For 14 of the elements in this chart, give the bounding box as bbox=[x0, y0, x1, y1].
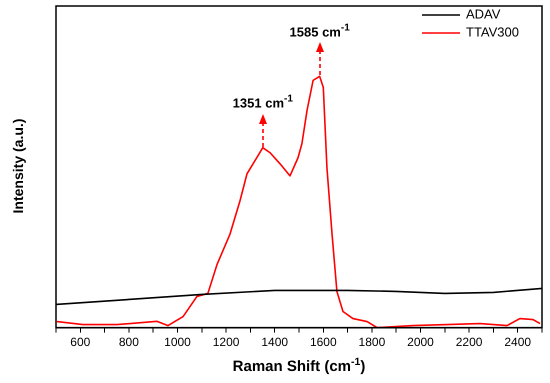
x-tick-label: 2200 bbox=[456, 335, 483, 350]
y-axis-title: Intensity (a.u.) bbox=[10, 118, 26, 214]
x-tick-label: 2000 bbox=[407, 335, 434, 350]
x-tick-label: 1000 bbox=[164, 335, 192, 350]
x-tick-label: 1800 bbox=[358, 335, 386, 350]
legend-label: ADAV bbox=[466, 6, 501, 22]
x-tick-label: 600 bbox=[70, 335, 91, 350]
x-tick-label: 1200 bbox=[212, 335, 240, 350]
x-tick-label: 2400 bbox=[504, 335, 532, 350]
x-tick-label: 800 bbox=[118, 335, 140, 350]
x-axis-title: Raman Shift (cm$^{-1}$) bbox=[232, 356, 366, 375]
x-tick-label: 1600 bbox=[310, 335, 337, 350]
legend-label: TTAV300 bbox=[466, 24, 519, 40]
x-tick-label: 1400 bbox=[261, 335, 288, 350]
